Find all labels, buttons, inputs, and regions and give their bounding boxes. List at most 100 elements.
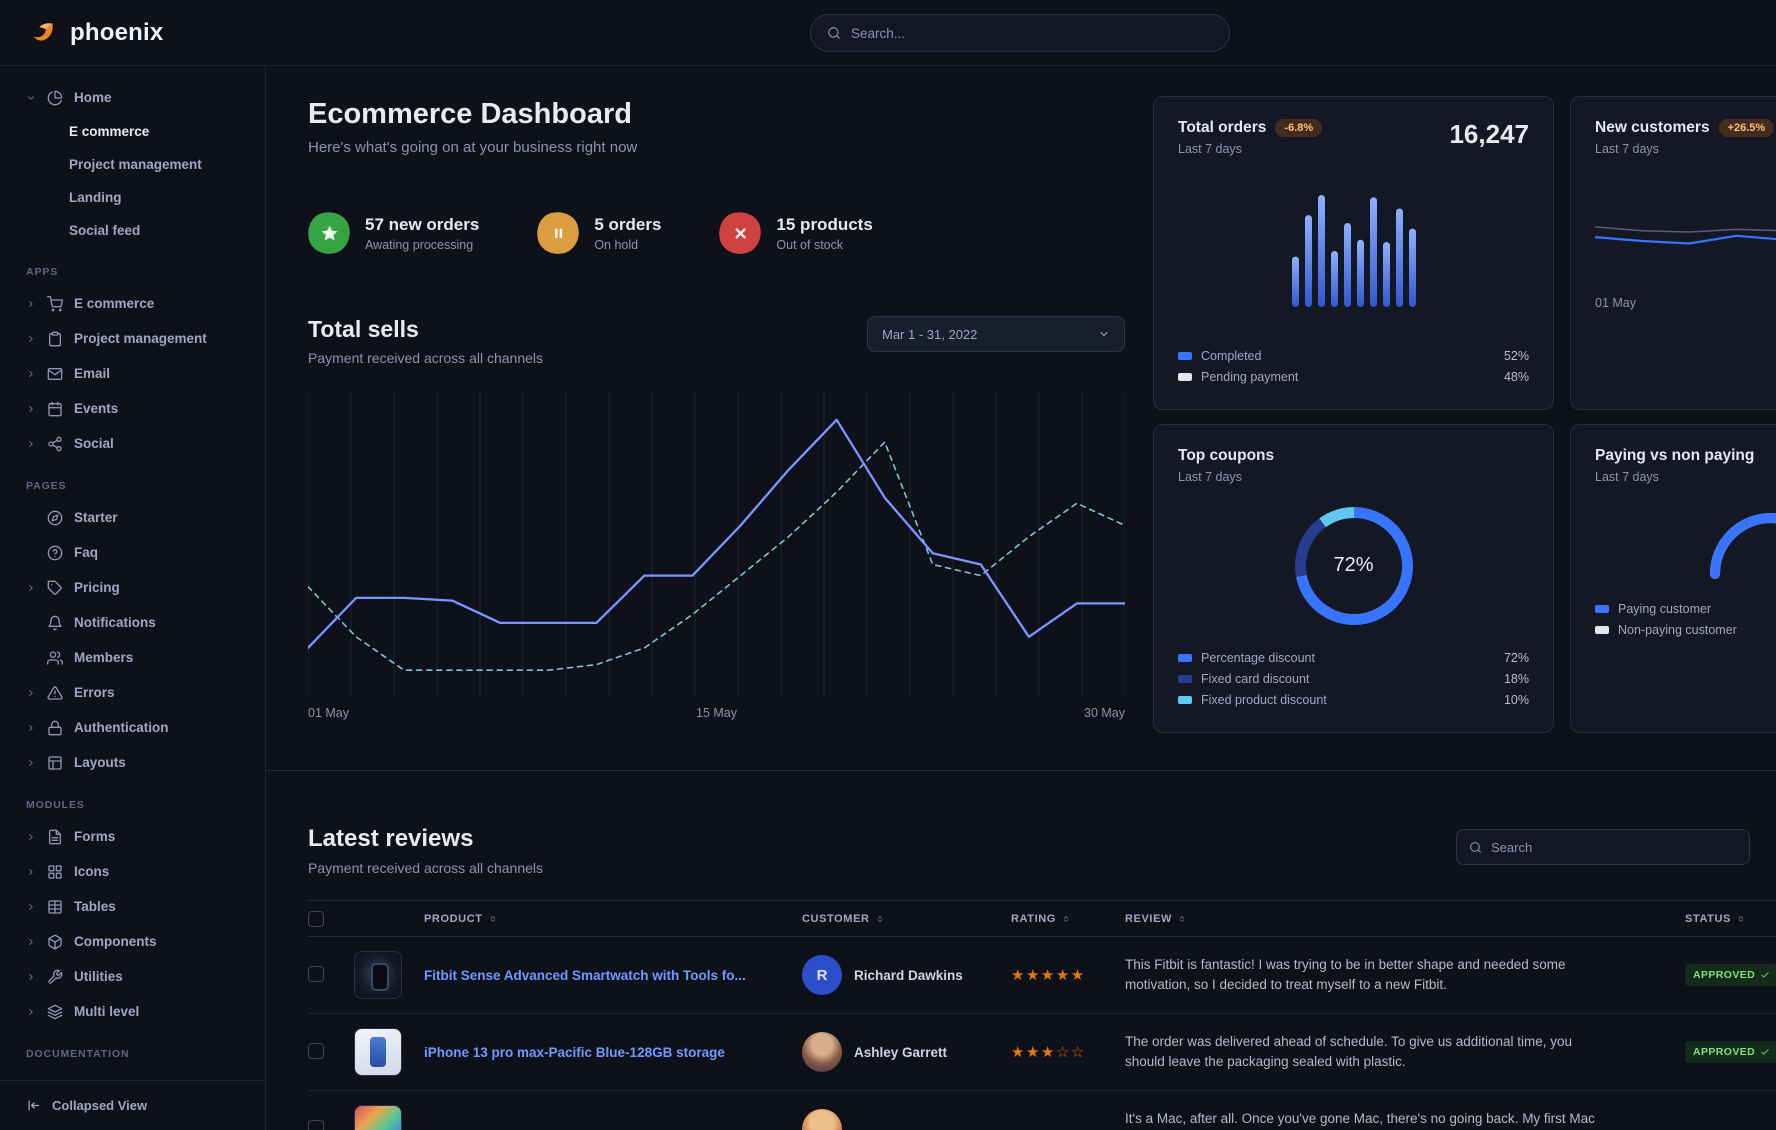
sidebar: Home E commerce Project management Landing S… (0, 66, 266, 1130)
chevron-right-icon (29, 440, 33, 447)
global-search-input[interactable] (851, 25, 1213, 41)
collapsed-view-label: Collapsed View (52, 1098, 148, 1113)
new-customers-x-label: 01 May (1595, 296, 1636, 310)
brand[interactable]: phoenix (30, 18, 163, 48)
review-text: The order was delivered ahead of schedul… (1125, 1033, 1573, 1069)
row-checkbox[interactable] (308, 1042, 324, 1059)
sidebar-section-pages: PAGES (26, 480, 67, 492)
new-customers-period: Last 7 days (1595, 142, 1659, 156)
share-icon (48, 436, 62, 451)
chevron-right-icon (29, 370, 33, 377)
cart-icon (47, 295, 63, 311)
sidebar-item-project-management[interactable]: Project management (26, 321, 245, 356)
product-thumbnail[interactable] (354, 951, 402, 999)
top-navbar: phoenix (0, 0, 1776, 66)
global-search[interactable] (810, 14, 1230, 52)
total-orders-period: Last 7 days (1178, 142, 1242, 156)
mail-icon (47, 367, 63, 380)
column-header-review[interactable]: REVIEW (1125, 913, 1645, 925)
review-row: It's a Mac, after all. Once you've gone … (308, 1091, 1776, 1130)
x-tick: 01 May (308, 706, 349, 721)
row-checkbox[interactable] (308, 1119, 324, 1130)
sidebar-item-events[interactable]: Events (26, 391, 245, 426)
total-orders-card: Total orders -6.8% Last 7 days 16,247 Co… (1153, 96, 1554, 410)
sidebar-item-e-commerce[interactable]: E commerce (69, 124, 150, 139)
tool-icon (48, 969, 63, 984)
sidebar-item-utilities[interactable]: Utilities (26, 959, 245, 994)
sidebar-item-icons[interactable]: Icons (26, 854, 245, 889)
reviews-table: PRODUCT CUSTOMER RATING REVIEW STATUS Fitbit… (308, 900, 1776, 1130)
sidebar-item-members[interactable]: Members (26, 640, 245, 675)
search-icon (828, 27, 840, 39)
chevron-down-icon (1100, 332, 1108, 337)
sidebar-item-starter[interactable]: Starter (26, 500, 245, 535)
pause-icon (554, 228, 562, 238)
sidebar-item-social[interactable]: Social (26, 426, 245, 461)
paying-legend: Paying customer Non-paying customer (1595, 598, 1776, 640)
reviews-table-body: Fitbit Sense Advanced Smartwatch with To… (308, 937, 1776, 1130)
product-link[interactable]: iPhone 13 pro max-Pacific Blue-128GB sto… (424, 1044, 725, 1060)
sidebar-item-tables[interactable]: Tables (26, 889, 245, 924)
sidebar-item-authentication[interactable]: Authentication (26, 710, 245, 745)
legend-item-paying-customer: Paying customer (1595, 598, 1776, 619)
date-range-select[interactable]: Mar 1 - 31, 2022 (867, 316, 1125, 353)
x-tick: 15 May (696, 706, 737, 721)
collapse-icon (28, 1100, 40, 1111)
rating-stars: ★★★★★ (1011, 967, 1086, 984)
brand-name: phoenix (70, 18, 164, 46)
chevron-right-icon (29, 1008, 33, 1015)
sidebar-item-forms[interactable]: Forms (26, 819, 245, 854)
reviews-search-input[interactable] (1491, 839, 1737, 855)
latest-reviews-section: Latest reviews Payment received across a… (266, 770, 1776, 1130)
sidebar-item-social-feed[interactable]: Social feed (69, 223, 141, 238)
column-header-rating[interactable]: RATING (1011, 913, 1125, 925)
column-header-customer[interactable]: CUSTOMER (802, 913, 1011, 925)
latest-reviews-subtitle: Payment received across all channels (308, 860, 544, 876)
sidebar-section-apps: APPS (26, 266, 59, 278)
product-thumbnail[interactable] (354, 1028, 402, 1076)
reviews-search[interactable] (1456, 829, 1750, 865)
search-icon (1470, 841, 1481, 853)
stat-out-of-stock: 15 products Out of stock (714, 207, 873, 259)
sidebar-item-project-management[interactable]: Project management (69, 157, 202, 172)
select-all-checkbox[interactable] (308, 910, 324, 927)
customer-avatar[interactable]: R (802, 955, 842, 995)
row-checkbox[interactable] (308, 965, 324, 982)
sidebar-item-home[interactable]: Home (26, 80, 245, 115)
chevron-right-icon (29, 584, 33, 591)
review-text: This Fitbit is fantastic! I was trying t… (1125, 956, 1566, 992)
file-icon (49, 829, 61, 844)
sidebar-item-layouts[interactable]: Layouts (26, 745, 245, 780)
sidebar-item-landing[interactable]: Landing (69, 190, 122, 205)
legend-item-non-paying-customer: Non-paying customer (1595, 619, 1776, 640)
legend-item-pending-payment: Pending payment 48% (1178, 366, 1529, 387)
customer-avatar[interactable] (802, 1032, 842, 1072)
column-header-product[interactable]: PRODUCT (354, 913, 802, 925)
rating-stars: ★★★☆☆ (1011, 1044, 1086, 1061)
total-orders-change-badge: -6.8% (1275, 119, 1323, 137)
top-coupons-period: Last 7 days (1178, 470, 1242, 484)
product-link[interactable]: Fitbit Sense Advanced Smartwatch with To… (424, 967, 746, 983)
reviews-table-header: PRODUCT CUSTOMER RATING REVIEW STATUS (308, 900, 1776, 937)
sidebar-item-e-commerce[interactable]: E commerce (26, 286, 245, 321)
new-customers-card: New customers +26.5% Last 7 days 01 May (1570, 96, 1776, 410)
total-orders-legend: Completed 52% Pending payment 48% (1178, 345, 1529, 387)
product-thumbnail[interactable] (354, 1105, 402, 1130)
sidebar-item-errors[interactable]: Errors (26, 675, 245, 710)
sidebar-item-components[interactable]: Components (26, 924, 245, 959)
sidebar-item-pricing[interactable]: Pricing (26, 570, 245, 605)
sidebar-item-notifications[interactable]: Notifications (26, 605, 245, 640)
top-coupons-legend: Percentage discount 72% Fixed card disco… (1178, 647, 1529, 710)
collapsed-view-button[interactable]: Collapsed View (0, 1080, 265, 1130)
paying-title: Paying vs non paying (1595, 447, 1755, 464)
sidebar-item-faq[interactable]: Faq (26, 535, 245, 570)
tag-icon (47, 580, 62, 595)
chevron-right-icon (29, 300, 33, 307)
sidebar-item-email[interactable]: Email (26, 356, 245, 391)
review-text: It's a Mac, after all. Once you've gone … (1125, 1110, 1595, 1126)
sidebar-item-multi-level[interactable]: Multi level (26, 994, 245, 1029)
order-stats-row: 57 new orders Awating processing 5 order… (303, 207, 1125, 259)
customer-avatar[interactable] (802, 1109, 842, 1130)
table-icon (48, 899, 62, 914)
column-header-status[interactable]: STATUS (1645, 913, 1776, 925)
